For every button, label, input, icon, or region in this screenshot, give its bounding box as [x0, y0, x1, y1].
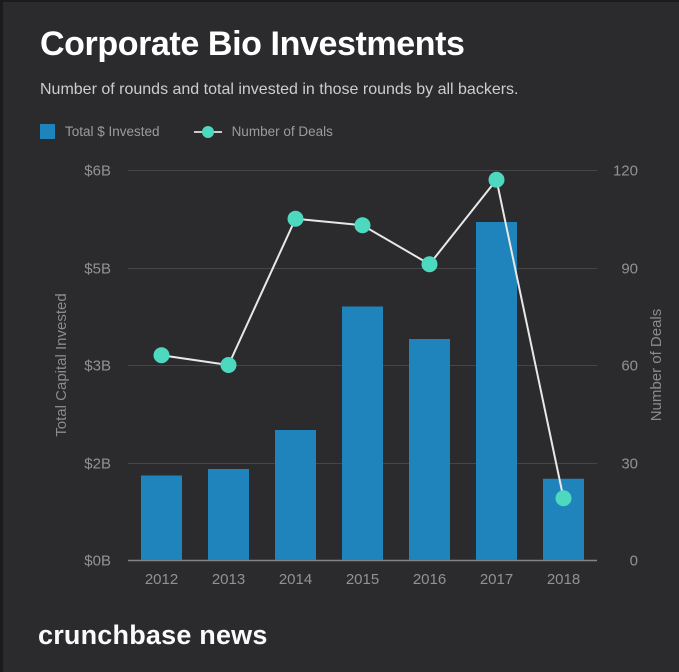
left-axis-tick-label: $2B	[84, 456, 111, 473]
chart-canvas: $0B 0 $2B 30 $3B 60 $5B 90 $6B 120 2012 2013 2014 201…	[53, 163, 665, 589]
line-point-2015	[354, 217, 371, 234]
bar-series-swatch-icon	[40, 124, 55, 139]
chart-subtitle: Number of rounds and total invested in t…	[40, 81, 519, 98]
combo-chart: $0B 0 $2B 30 $3B 60 $5B 90 $6B 120 2012 2013 2014 201…	[0, 150, 679, 600]
x-axis-label-2012: 2012	[145, 571, 178, 588]
x-axis-label-2014: 2014	[279, 571, 312, 588]
x-axis-label-2017: 2017	[480, 571, 513, 588]
right-axis-tick-label: 0	[630, 553, 638, 570]
right-axis-tick-label: 60	[621, 358, 638, 375]
line-point-2013	[220, 357, 237, 373]
legend-item-total-invested: Total $ Invested	[40, 124, 160, 139]
right-axis-tick-label: 30	[621, 456, 638, 473]
x-axis-label-2015: 2015	[346, 571, 379, 588]
legend-label-number-of-deals: Number of Deals	[231, 124, 333, 139]
right-axis-tick-label: 90	[621, 261, 638, 278]
chart-legend: Total $ Invested Number of Deals	[40, 124, 679, 139]
right-axis-tick-label: 120	[613, 163, 638, 180]
bar-2016	[409, 339, 450, 560]
left-axis-tick-label: $3B	[84, 358, 111, 375]
left-axis-tick-label: $6B	[84, 163, 111, 180]
bar-2012	[141, 475, 182, 560]
line-point-2016	[421, 256, 438, 273]
left-axis-tick-label: $0B	[84, 553, 111, 570]
line-series-swatch-icon	[193, 124, 222, 139]
line-point-2014	[287, 210, 304, 227]
chart-header: Corporate Bio Investments Number of roun…	[0, 0, 679, 99]
line-point-2018	[555, 490, 572, 507]
right-axis-title: Number of Deals	[648, 309, 665, 422]
bar-2017	[476, 222, 517, 560]
legend-label-total-invested: Total $ Invested	[65, 124, 160, 139]
legend-dot-icon	[201, 125, 214, 138]
line-point-2017	[488, 171, 505, 188]
left-axis-tick-label: $5B	[84, 261, 111, 278]
bar-2014	[275, 430, 316, 560]
x-axis-label-2013: 2013	[212, 571, 245, 588]
x-axis-label-2016: 2016	[413, 571, 446, 588]
x-axis-label-2018: 2018	[547, 571, 580, 588]
bar-2013	[208, 469, 249, 560]
line-point-2012	[153, 347, 170, 364]
left-axis-title: Total Capital Invested	[53, 293, 70, 436]
legend-item-number-of-deals: Number of Deals	[193, 124, 333, 139]
page-title: Corporate Bio Investments	[40, 25, 465, 63]
bar-2015	[342, 306, 383, 560]
brand-logo: crunchbase news	[38, 620, 268, 650]
